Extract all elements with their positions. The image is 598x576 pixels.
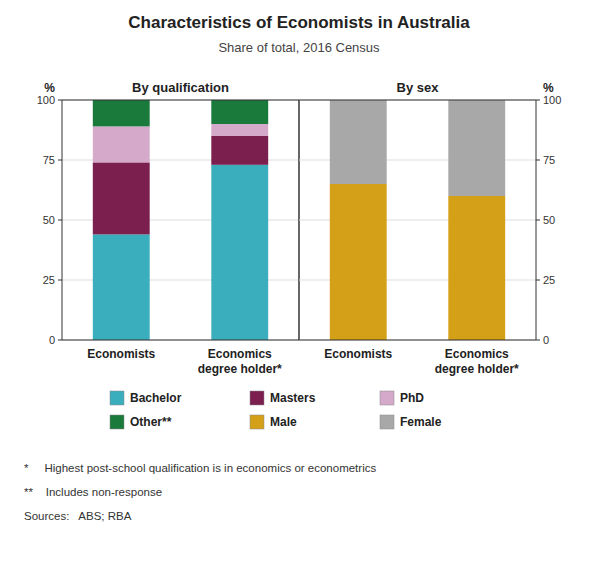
legend-swatch (380, 415, 394, 429)
category-label: Economicsdegree holder* (198, 347, 282, 376)
y-tick (58, 160, 62, 161)
legend-label: PhD (400, 391, 424, 405)
panel: Economists Economicsdegree holder* 0 25 50 75… (37, 80, 299, 376)
y-tick-label: 0 (543, 334, 549, 346)
y-tick-label: 100 (37, 94, 55, 106)
bar-segment (93, 162, 150, 234)
legend-label: Male (270, 415, 297, 429)
bar-segment (448, 100, 505, 196)
category-label: Economists (324, 347, 392, 361)
frame-top (62, 100, 299, 101)
title: Characteristics of Economists in Austral… (128, 13, 470, 32)
legend-label: Female (400, 415, 442, 429)
axis-baseline (299, 340, 536, 341)
panel-title: By qualification (132, 80, 229, 95)
bar-segment (211, 100, 268, 124)
y-tick (58, 100, 62, 101)
y-tick-label: 0 (49, 334, 55, 346)
y-tick (536, 280, 540, 281)
legend-swatch (250, 415, 264, 429)
subtitle: Share of total, 2016 Census (218, 40, 380, 55)
bars (93, 100, 268, 340)
y-tick (536, 220, 540, 221)
bar-segment (93, 126, 150, 162)
bar-segment (330, 184, 387, 340)
bar-segment (211, 124, 268, 136)
y-tick-label: 50 (43, 214, 55, 226)
legend-swatch (110, 391, 124, 405)
legend-swatch (250, 391, 264, 405)
panel: Economists Economicsdegree holder* 0 25 50 75… (299, 80, 561, 376)
frame-top (299, 100, 536, 101)
legend-label: Masters (270, 391, 316, 405)
bar-segment (93, 100, 150, 126)
legend-swatch (110, 415, 124, 429)
y-tick-label: 75 (543, 154, 555, 166)
y-tick (58, 280, 62, 281)
y-tick-label: 50 (543, 214, 555, 226)
y-tick (58, 220, 62, 221)
bar-segment (448, 196, 505, 340)
panel-title: By sex (397, 80, 440, 95)
legend-label: Bachelor (130, 391, 182, 405)
bar-segment (93, 234, 150, 340)
y-tick-label: 100 (543, 94, 561, 106)
y-axis-label: % (44, 81, 55, 95)
footnote: * Highest post-school qualification is i… (24, 462, 376, 474)
y-tick (58, 340, 62, 341)
legend: Bachelor Masters PhD Other** Male Female (110, 391, 442, 429)
bars (330, 100, 505, 340)
legend-swatch (380, 391, 394, 405)
y-tick-label: 75 (43, 154, 55, 166)
legend-label: Other** (130, 415, 172, 429)
category-label: Economicsdegree holder* (435, 347, 519, 376)
bar-segment (330, 100, 387, 184)
y-axis-label: % (543, 81, 554, 95)
y-tick (536, 160, 540, 161)
y-tick-label: 25 (43, 274, 55, 286)
footnote: ** Includes non-response (24, 486, 162, 498)
chart: Characteristics of Economists in Austral… (0, 0, 598, 576)
y-tick-label: 25 (543, 274, 555, 286)
category-label: Economists (87, 347, 155, 361)
bar-segment (211, 165, 268, 340)
bar-segment (211, 136, 268, 165)
footnote: Sources: ABS; RBA (24, 510, 132, 522)
grid-line (299, 340, 536, 341)
grid-line (299, 100, 536, 101)
grid-line (62, 340, 299, 341)
axis-baseline (62, 340, 299, 341)
y-tick (536, 340, 540, 341)
grid-line (62, 100, 299, 101)
y-tick (536, 100, 540, 101)
